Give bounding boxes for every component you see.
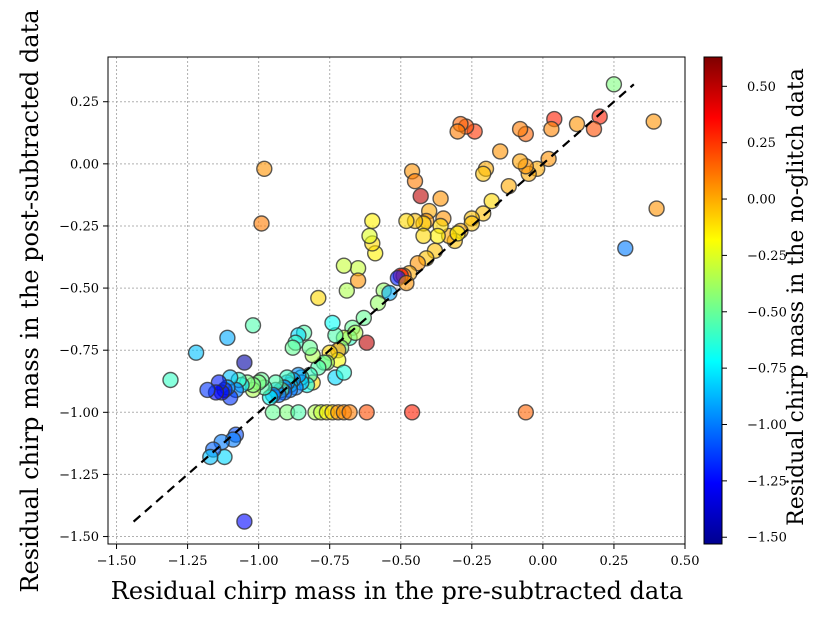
data-point bbox=[219, 329, 236, 346]
colorbar-tick-label: 0.50 bbox=[747, 80, 776, 95]
colorbar-label: Residual chirp mass in the no-glitch dat… bbox=[784, 68, 809, 526]
data-point bbox=[381, 284, 398, 302]
data-point bbox=[335, 364, 353, 381]
data-point bbox=[645, 113, 662, 130]
data-point bbox=[364, 212, 381, 230]
data-point bbox=[403, 404, 421, 421]
data-point bbox=[301, 339, 318, 356]
data-point bbox=[398, 212, 415, 230]
colorbar-tick-label: −1.00 bbox=[747, 418, 787, 433]
data-point bbox=[256, 160, 273, 178]
colorbar-tick-label: −0.75 bbox=[747, 362, 787, 377]
data-point bbox=[449, 123, 466, 140]
y-tick-label: −0.25 bbox=[59, 219, 99, 234]
x-axis-ticks: −1.50 −1.25 −1.00 −0.75 −0.50 −0.25 0.00 0.25 0.… bbox=[97, 544, 700, 569]
x-tick-label: −0.25 bbox=[452, 554, 492, 569]
y-axis-label: Residual chirp mass in the post-subtract… bbox=[16, 9, 44, 592]
x-tick-label: 0.50 bbox=[671, 554, 700, 569]
y-tick-label: −1.25 bbox=[59, 468, 99, 483]
data-point bbox=[432, 190, 449, 207]
data-point bbox=[338, 282, 355, 299]
data-point bbox=[253, 215, 270, 232]
data-point bbox=[429, 227, 446, 245]
data-point bbox=[492, 143, 509, 160]
colorbar bbox=[703, 56, 723, 545]
data-point bbox=[202, 448, 219, 466]
y-tick-label: −1.50 bbox=[59, 530, 99, 545]
x-axis-label: Residual chirp mass in the pre-subtracte… bbox=[111, 577, 683, 605]
data-point bbox=[244, 317, 262, 334]
data-point bbox=[449, 225, 466, 242]
x-tick-label: −1.25 bbox=[168, 554, 208, 569]
data-point bbox=[406, 172, 424, 190]
data-point bbox=[236, 354, 253, 371]
y-tick-label: 0.00 bbox=[70, 157, 99, 172]
colorbar-tick-label: −1.50 bbox=[747, 531, 787, 546]
colorbar-tick-label: 0.25 bbox=[747, 136, 776, 151]
data-point bbox=[358, 334, 375, 351]
plot-frame bbox=[107, 56, 686, 545]
y-tick-label: −0.50 bbox=[59, 282, 99, 297]
data-point bbox=[290, 404, 307, 421]
data-point bbox=[310, 289, 327, 307]
colorbar-tick-label: −0.50 bbox=[747, 305, 787, 320]
data-point bbox=[349, 272, 367, 289]
data-point bbox=[648, 200, 665, 217]
y-axis-ticks: −1.50 −1.25 −1.00 −0.75 −0.50 −0.25 0.00 0.25 bbox=[59, 95, 108, 545]
data-point bbox=[511, 153, 529, 170]
data-point bbox=[463, 215, 480, 232]
data-point bbox=[187, 344, 205, 361]
x-tick-label: −1.50 bbox=[97, 554, 137, 569]
data-point bbox=[415, 227, 432, 245]
y-tick-label: −1.00 bbox=[59, 406, 99, 421]
data-point bbox=[335, 257, 353, 274]
data-point bbox=[517, 404, 534, 421]
colorbar-tick-label: 0.00 bbox=[747, 193, 776, 208]
colorbar-tick-label: −0.25 bbox=[747, 249, 787, 264]
x-tick-label: 0.25 bbox=[599, 554, 628, 569]
data-point bbox=[347, 324, 364, 341]
y-tick-label: −0.75 bbox=[59, 344, 99, 359]
data-point bbox=[199, 381, 216, 399]
data-point bbox=[475, 165, 492, 183]
data-point bbox=[369, 294, 387, 312]
data-point bbox=[264, 404, 282, 421]
colorbar-tick-label: −1.25 bbox=[747, 474, 787, 489]
data-point bbox=[617, 240, 634, 257]
data-point bbox=[284, 339, 301, 356]
colorbar-ticks: −1.50 −1.25 −1.00 −0.75 −0.50 −0.25 0.00 0.25 0.… bbox=[722, 80, 787, 546]
x-tick-label: −0.50 bbox=[381, 554, 421, 569]
data-point bbox=[162, 371, 179, 389]
data-points bbox=[162, 76, 665, 530]
reference-diagonal-line bbox=[132, 83, 635, 523]
data-point bbox=[568, 115, 586, 133]
x-tick-label: 0.00 bbox=[528, 554, 557, 569]
data-point bbox=[355, 309, 372, 327]
data-point bbox=[324, 314, 341, 332]
data-point bbox=[543, 120, 560, 138]
data-point bbox=[511, 120, 529, 138]
data-point bbox=[358, 404, 375, 421]
data-point bbox=[412, 187, 429, 205]
x-tick-label: −1.00 bbox=[239, 554, 279, 569]
data-point bbox=[585, 120, 603, 138]
data-point bbox=[361, 227, 378, 245]
data-point bbox=[236, 513, 253, 530]
data-point bbox=[605, 76, 623, 93]
y-tick-label: 0.25 bbox=[70, 95, 99, 110]
data-point bbox=[341, 404, 358, 421]
x-tick-label: −0.75 bbox=[310, 554, 350, 569]
data-point bbox=[500, 177, 517, 195]
